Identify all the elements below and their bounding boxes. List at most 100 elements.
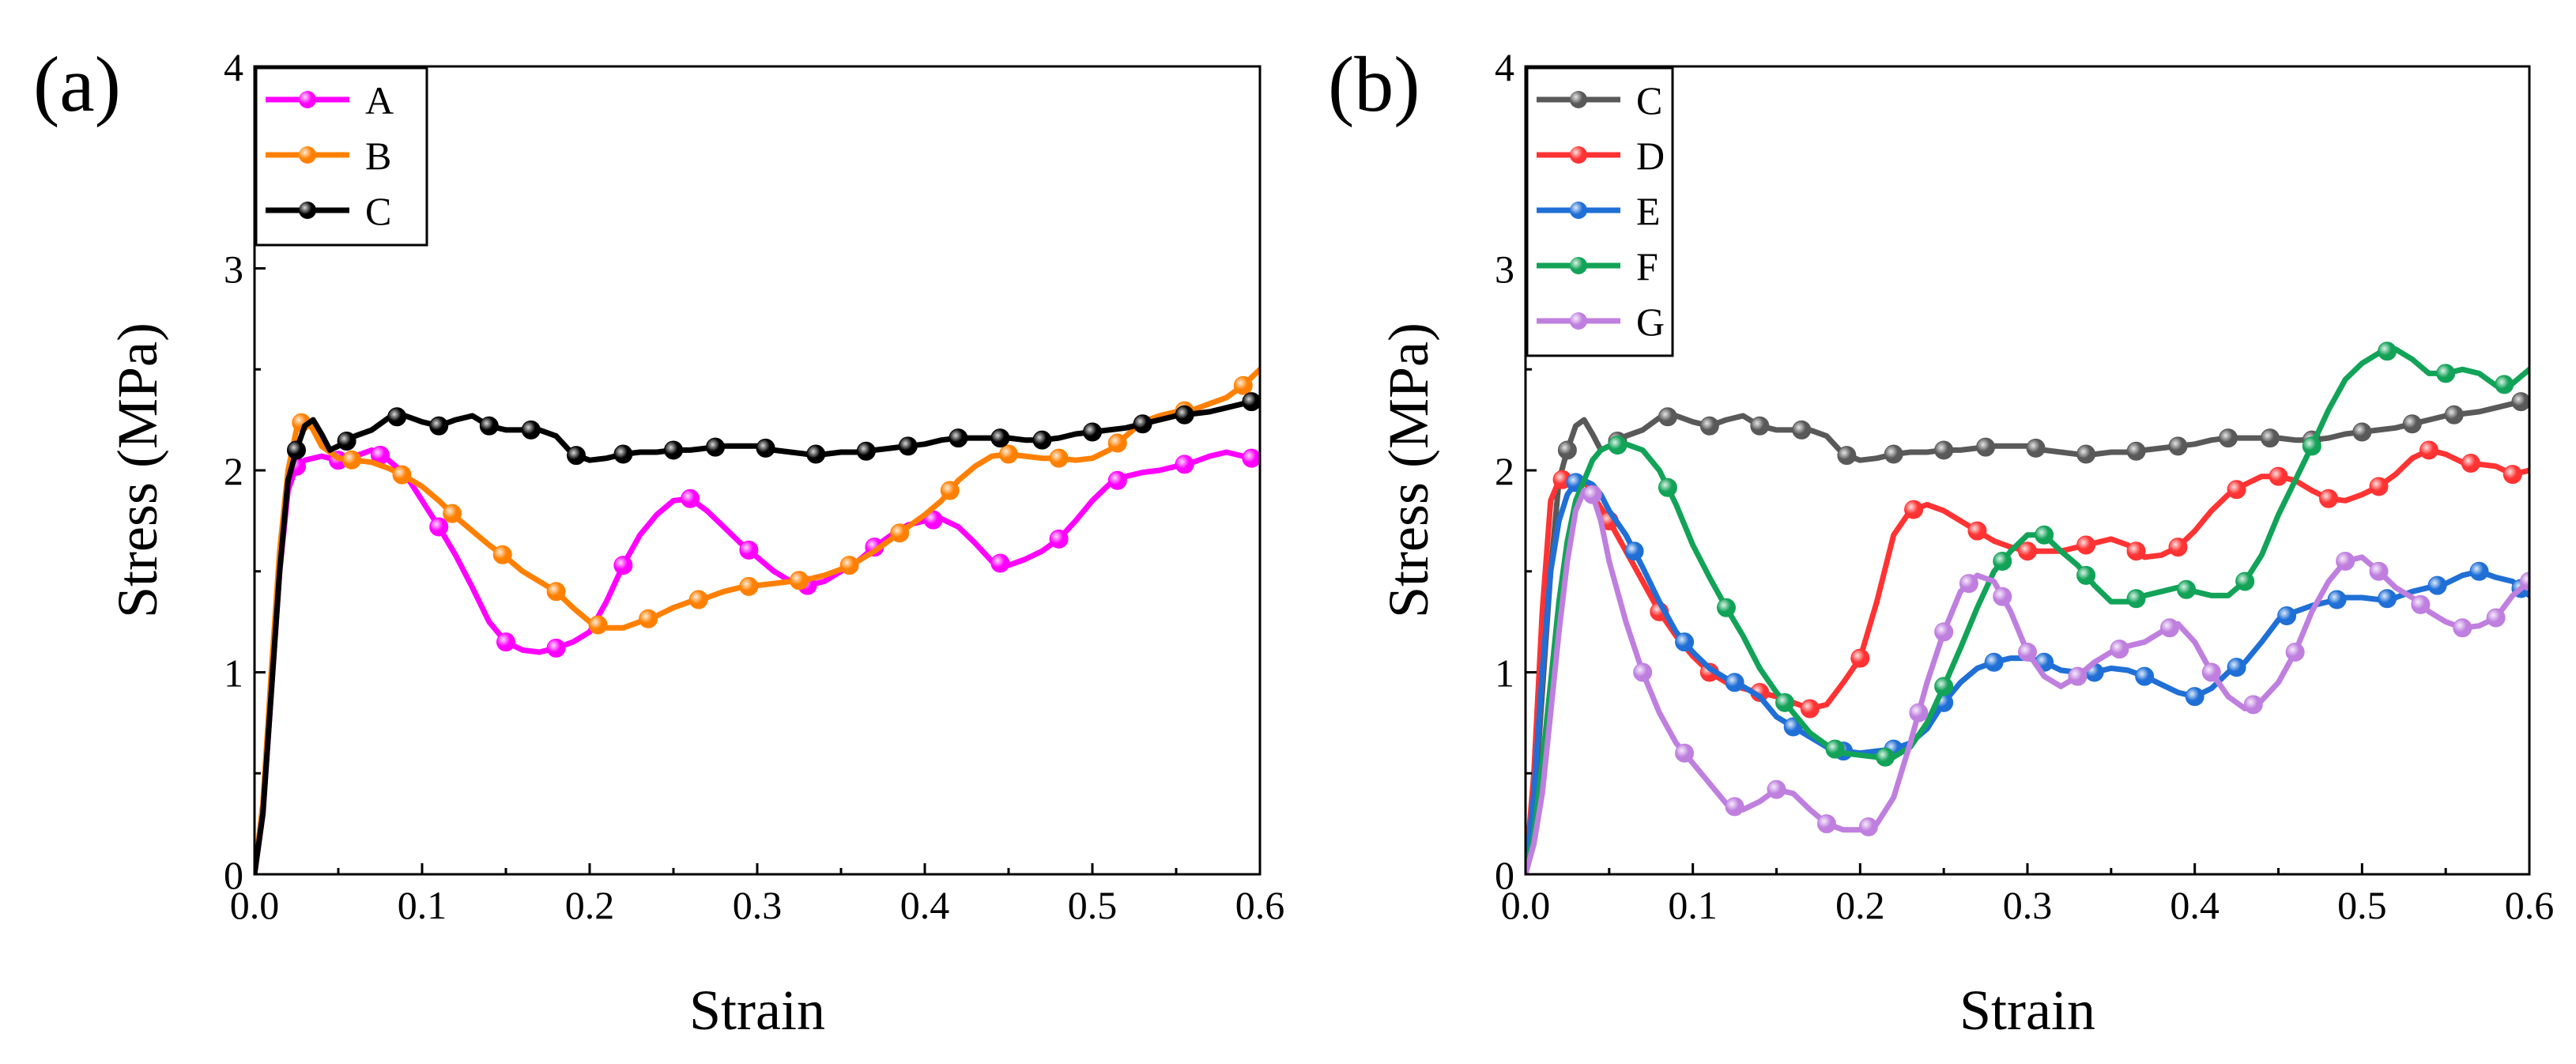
data-point-highlight-A [497,633,515,651]
data-point-highlight-A [681,489,700,507]
data-point-highlight-G [2160,619,2178,637]
data-point-highlight-A [991,554,1009,572]
x-tick-label: 0.5 [2337,883,2387,927]
data-point-highlight-G [1993,587,2012,606]
data-point-highlight-E [1625,542,1643,560]
legend-marker-highlight-E [1570,202,1587,219]
data-point-highlight-C [1558,441,1576,459]
data-point-highlight-F [1718,598,1735,617]
data-point-highlight-B [1000,445,1017,463]
data-point-highlight-A [547,639,565,657]
data-point-highlight-A [1050,530,1068,548]
data-point-highlight-C [2127,442,2145,460]
data-point-highlight-G [2453,619,2472,637]
data-point-highlight-C [1243,393,1260,411]
x-axis-title: Strain [689,979,825,1042]
data-point-highlight-D [2227,481,2246,499]
x-tick-label: 0.1 [1668,883,1718,927]
data-point-highlight-C [807,445,825,463]
data-point-highlight-B [1050,449,1068,467]
y-tick-label: 2 [224,449,243,493]
y-tick-label: 4 [224,45,243,89]
data-point-highlight-C [707,438,724,456]
y-axis-title: Stress (MPa) [1377,323,1440,618]
legend-marker-highlight-C [299,202,316,219]
data-point-highlight-D [2019,542,2036,560]
data-point-highlight-F [2495,375,2514,394]
data-point-highlight-B [639,609,658,628]
data-point-highlight-C [2220,429,2237,447]
data-point-highlight-F [1658,478,1676,496]
legend-marker-highlight-C [1570,91,1587,108]
data-point-highlight-E [1726,673,1744,692]
data-point-highlight-G [2370,562,2388,580]
data-point-highlight-E [1985,653,2003,671]
data-point-highlight-F [1609,436,1627,455]
data-point-highlight-A [372,446,389,464]
data-point-highlight-C [522,421,540,439]
data-point-highlight-C [1084,423,1101,441]
x-tick-label: 0.0 [230,883,280,927]
data-point-highlight-B [689,590,707,609]
data-point-highlight-C [2353,423,2371,441]
legend-label-E: E [1636,189,1661,233]
y-tick-label: 3 [1495,247,1514,292]
data-point-highlight-B [740,577,758,595]
panel-label: (a) [33,40,121,128]
data-point-highlight-B [1234,376,1252,394]
y-tick-label: 1 [224,651,243,696]
x-tick-label: 0.6 [1235,883,1285,927]
y-tick-label: 2 [1495,449,1514,493]
data-point-highlight-G [1726,798,1744,816]
data-point-highlight-G [1959,575,1978,593]
data-point-highlight-F [2127,590,2145,608]
data-point-highlight-G [2487,609,2505,627]
data-point-highlight-B [342,451,360,469]
data-point-highlight-G [1767,780,1786,798]
x-tick-label: 0.1 [398,883,447,927]
data-point-highlight-B [443,504,462,523]
data-point-highlight-E [2136,667,2154,685]
data-point-highlight-B [941,481,959,500]
data-point-highlight-G [1634,663,1652,681]
data-point-highlight-E [2278,606,2296,624]
data-point-highlight-E [2470,562,2488,580]
legend-label-D: D [1636,134,1665,178]
data-point-highlight-F [2035,526,2054,544]
data-point-highlight-G [2244,696,2262,714]
data-point-highlight-F [1826,740,1844,758]
data-point-highlight-F [2437,364,2455,383]
data-point-highlight-B [840,557,858,575]
data-point-highlight-C [388,408,406,426]
y-tick-label: 3 [224,247,243,292]
panel-b: 0.0 0.1 0.2 0.3 0.4 0.5 0.6 0 1 2 3 4 Strain Stress (… [1328,40,2554,1042]
data-point-highlight-G [1583,485,1601,504]
legend-label-G: G [1636,300,1665,344]
data-point-highlight-D [2077,536,2095,554]
data-point-highlight-G [2521,572,2529,590]
legend-label-C: C [365,189,391,233]
data-point-highlight-E [2428,576,2446,594]
y-axis-title: Stress (MPa) [106,323,169,618]
data-point-highlight-F [2236,572,2254,590]
data-point-highlight-A [1108,471,1126,489]
data-point-highlight-C [756,439,775,457]
data-point-highlight-C [899,437,917,455]
data-point-highlight-G [1818,815,1835,833]
data-point-highlight-F [2077,566,2095,584]
data-point-highlight-C [1935,441,1953,459]
series-group [1526,341,2529,874]
data-point-highlight-C [2077,445,2095,463]
data-point-highlight-E [2328,590,2346,609]
data-point-highlight-C [2169,437,2187,455]
x-tick-label: 0.6 [2505,883,2555,927]
data-point-highlight-B [493,545,511,564]
data-point-highlight-C [857,442,875,460]
series-line-B [255,366,1260,874]
data-point-highlight-C [1793,421,1811,439]
panel-a: 0.0 0.1 0.2 0.3 0.4 0.5 0.6 0 1 2 3 4 Strain Stress (… [33,40,1284,1042]
legend-marker-highlight-B [299,146,316,164]
data-point-highlight-F [2303,437,2321,455]
y-tick-label: 4 [1495,45,1514,89]
